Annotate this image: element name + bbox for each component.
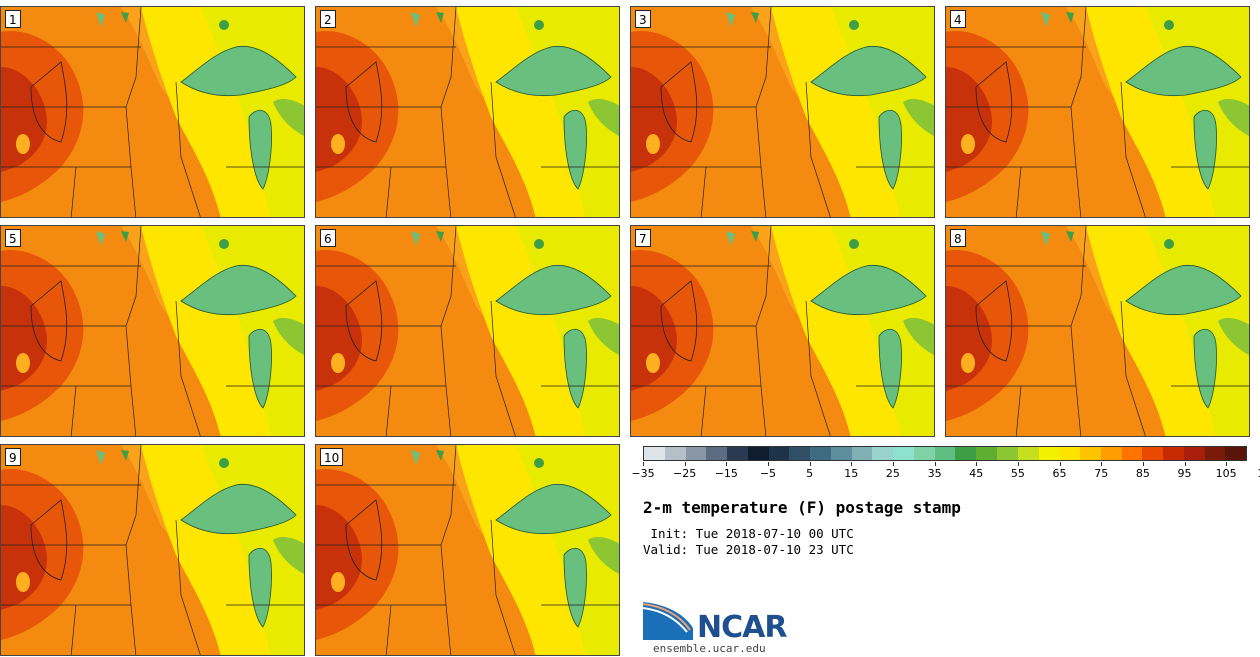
colorbar-tick <box>934 462 936 466</box>
member-number-label: 8 <box>950 229 966 247</box>
colorbar-tick-label: 15 <box>844 467 859 480</box>
colorbar-tick <box>976 462 978 466</box>
colorbar-swatch <box>768 447 790 460</box>
map-panel: 8 <box>945 225 1250 437</box>
colorbar-tick <box>726 462 728 466</box>
colorbar-swatch <box>789 447 811 460</box>
colorbar-swatch <box>913 447 935 460</box>
colorbar-tick <box>1142 462 1144 466</box>
temperature-map <box>316 226 619 436</box>
map-panel: 1 <box>0 6 305 218</box>
colorbar-tick <box>1226 462 1228 466</box>
colorbar-swatch <box>685 447 707 460</box>
temperature-map <box>631 7 934 217</box>
member-number-label: 3 <box>635 10 651 28</box>
temperature-map <box>946 7 1249 217</box>
colorbar-tick-label: 85 <box>1135 467 1150 480</box>
member-number-label: 7 <box>635 229 651 247</box>
colorbar-tick-label: 95 <box>1177 467 1192 480</box>
colorbar-swatch <box>1121 447 1143 460</box>
colorbar-tick-label: 115 <box>1257 467 1260 480</box>
temperature-colorbar <box>643 446 1247 461</box>
member-number-label: 5 <box>5 229 21 247</box>
temperature-map <box>946 226 1249 436</box>
map-panel: 5 <box>0 225 305 437</box>
colorbar-tick-label: 45 <box>969 467 984 480</box>
colorbar-tick-label: 105 <box>1215 467 1237 480</box>
member-number-label: 6 <box>320 229 336 247</box>
temperature-map <box>1 445 304 655</box>
colorbar-swatch <box>1080 447 1101 460</box>
chart-title: 2-m temperature (F) postage stamp <box>643 498 961 517</box>
member-number-label: 1 <box>5 10 21 28</box>
colorbar-swatch <box>727 447 748 460</box>
colorbar-swatch <box>872 447 894 460</box>
member-number-label: 10 <box>320 448 344 466</box>
map-panel: 2 <box>315 6 620 218</box>
temperature-map <box>1 7 304 217</box>
colorbar-swatch <box>706 447 728 460</box>
member-number-label: 4 <box>950 10 966 28</box>
colorbar-swatch <box>810 447 831 460</box>
colorbar-swatch <box>830 447 852 460</box>
member-number-label: 9 <box>5 448 21 466</box>
colorbar-tick-label: 75 <box>1094 467 1109 480</box>
colorbar-ticks: −35 −25 −15 −5 5 15 25 35 45 55 65 75 85 95 105 115 <box>631 462 1260 486</box>
colorbar-tick <box>1101 462 1103 466</box>
colorbar-swatch <box>1225 447 1247 460</box>
map-panel: 4 <box>945 6 1250 218</box>
colorbar-tick <box>809 462 811 466</box>
colorbar-swatch <box>1142 447 1164 460</box>
colorbar-tick-label: 5 <box>806 467 814 480</box>
temperature-map <box>316 445 619 655</box>
temperature-map <box>1 226 304 436</box>
colorbar-swatch <box>1017 447 1039 460</box>
member-number-label: 2 <box>320 10 336 28</box>
colorbar-tick <box>892 462 894 466</box>
colorbar-tick-label: −25 <box>673 467 697 480</box>
map-panel: 6 <box>315 225 620 437</box>
colorbar-swatch <box>893 447 914 460</box>
colorbar-tick-label: 65 <box>1052 467 1067 480</box>
colorbar-tick-label: 25 <box>885 467 900 480</box>
colorbar-tick-label: −15 <box>714 467 738 480</box>
colorbar-tick <box>1184 462 1186 466</box>
temperature-map <box>631 226 934 436</box>
colorbar-swatch <box>1059 447 1081 460</box>
colorbar-swatch <box>644 447 665 460</box>
colorbar-tick-label: 55 <box>1010 467 1025 480</box>
colorbar-swatch <box>997 447 1018 460</box>
colorbar-swatch <box>976 447 998 460</box>
colorbar-swatch <box>1204 447 1226 460</box>
colorbar-tick-label: 35 <box>927 467 942 480</box>
init-time: Init: Tue 2018-07-10 00 UTC <box>643 526 854 541</box>
colorbar-tick <box>1017 462 1019 466</box>
temperature-map <box>316 7 619 217</box>
colorbar-swatch <box>1100 447 1122 460</box>
colorbar-swatch <box>934 447 956 460</box>
map-panel: 9 <box>0 444 305 656</box>
colorbar-swatch <box>1038 447 1060 460</box>
colorbar-tick <box>851 462 853 466</box>
map-panel: 7 <box>630 225 935 437</box>
colorbar-swatch <box>955 447 977 460</box>
colorbar-swatch <box>851 447 873 460</box>
ncar-logo-text: NCAR <box>697 610 787 645</box>
colorbar-swatch <box>664 447 686 460</box>
map-panel: 10 <box>315 444 620 656</box>
valid-time: Valid: Tue 2018-07-10 23 UTC <box>643 542 854 557</box>
colorbar-tick <box>1059 462 1061 466</box>
colorbar-swatch <box>1163 447 1184 460</box>
colorbar-swatch <box>1183 447 1205 460</box>
colorbar-tick <box>643 462 644 466</box>
colorbar-swatch <box>747 447 769 460</box>
colorbar-tick-label: −5 <box>759 467 777 480</box>
map-panel: 3 <box>630 6 935 218</box>
colorbar-tick <box>767 462 769 466</box>
ensemble-url: ensemble.ucar.edu <box>653 642 766 655</box>
ncar-logo <box>643 602 693 640</box>
colorbar-tick-label: −35 <box>631 467 655 480</box>
colorbar-tick <box>684 462 686 466</box>
